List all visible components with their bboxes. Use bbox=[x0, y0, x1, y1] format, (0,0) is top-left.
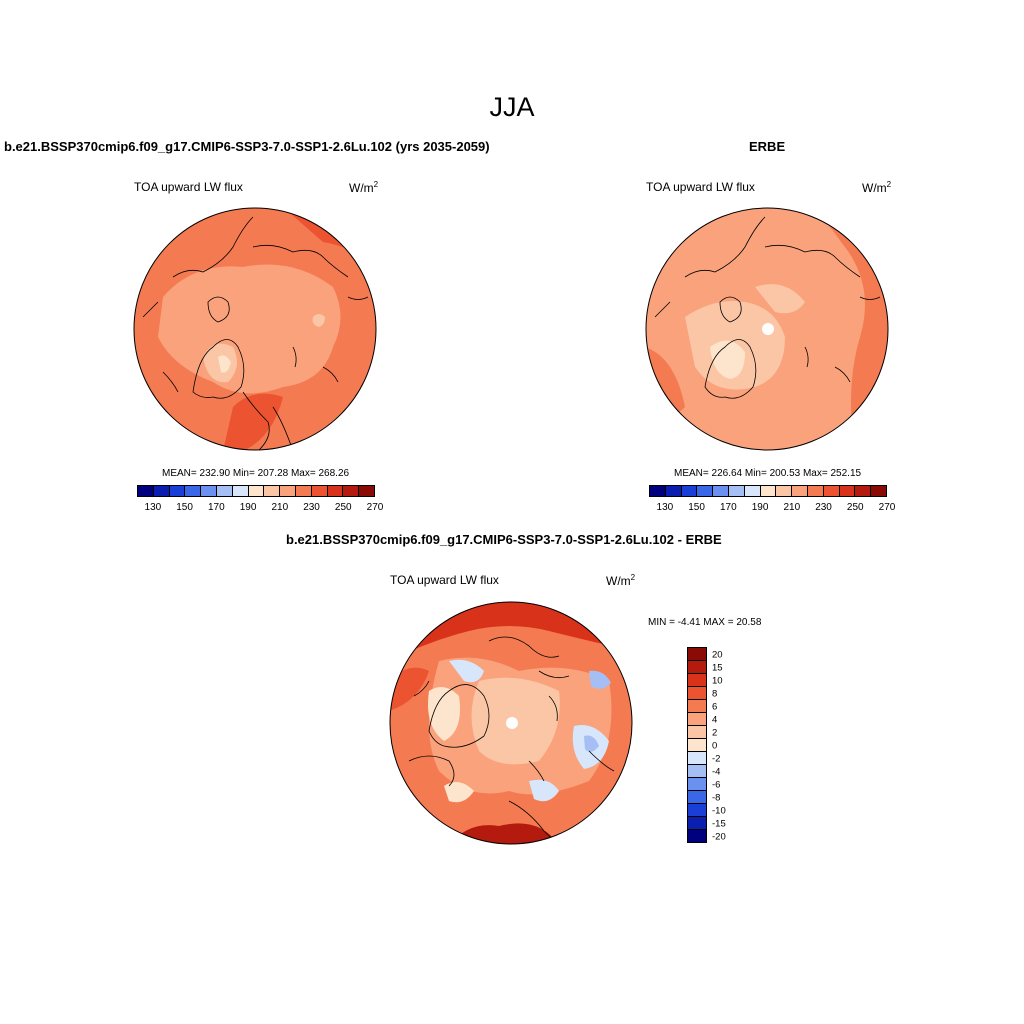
diff-polar-map bbox=[389, 601, 633, 845]
colorbar-swatch bbox=[688, 661, 706, 674]
colorbar-swatch bbox=[216, 486, 233, 496]
colorbar-swatch bbox=[697, 486, 714, 496]
obs-polar-map bbox=[645, 207, 889, 451]
colorbar-tick-label: 4 bbox=[712, 714, 718, 726]
colorbar-swatch bbox=[688, 739, 706, 752]
colorbar-tick-label: -15 bbox=[712, 818, 726, 830]
colorbar-swatch bbox=[650, 486, 666, 496]
obs-stats: MEAN= 226.64 Min= 200.53 Max= 252.15 bbox=[674, 468, 862, 479]
diff-colorbar bbox=[687, 647, 707, 843]
colorbar-tick-label: 130 bbox=[144, 502, 162, 513]
colorbar-tick-label: 210 bbox=[271, 502, 289, 513]
colorbar-swatch bbox=[688, 804, 706, 817]
colorbar-swatch bbox=[688, 674, 706, 687]
colorbar-tick-label: -2 bbox=[712, 753, 721, 765]
colorbar-swatch bbox=[688, 713, 706, 726]
colorbar-tick-label: 230 bbox=[815, 502, 832, 513]
colorbar-tick-label: 270 bbox=[878, 502, 896, 513]
colorbar-tick-label: 6 bbox=[712, 701, 718, 713]
colorbar-swatch bbox=[688, 700, 706, 713]
colorbar-swatch bbox=[681, 486, 698, 496]
colorbar-swatch bbox=[295, 486, 312, 496]
colorbar-tick-label: -8 bbox=[712, 792, 721, 804]
colorbar-tick-label: 10 bbox=[712, 675, 723, 687]
model-units-label: W/m2 bbox=[349, 180, 379, 195]
colorbar-tick-label: 20 bbox=[712, 649, 723, 661]
colorbar-swatch bbox=[201, 486, 217, 496]
colorbar-tick-label: -4 bbox=[712, 766, 721, 778]
colorbar-swatch bbox=[169, 486, 186, 496]
colorbar-swatch bbox=[665, 486, 682, 496]
colorbar-tick-label: 250 bbox=[334, 502, 352, 513]
colorbar-swatch bbox=[688, 791, 706, 804]
model-polar-map bbox=[133, 207, 377, 451]
colorbar-swatch bbox=[760, 486, 777, 496]
colorbar-swatch bbox=[232, 486, 249, 496]
colorbar-swatch bbox=[264, 486, 281, 496]
colorbar-swatch bbox=[688, 752, 706, 765]
diff-panel-title: b.e21.BSSP370cmip6.f09_g17.CMIP6-SSP3-7.… bbox=[286, 532, 722, 547]
colorbar-swatch bbox=[792, 486, 808, 496]
colorbar-swatch bbox=[744, 486, 761, 496]
colorbar-swatch bbox=[185, 486, 202, 496]
colorbar-tick-label: 130 bbox=[656, 502, 674, 513]
colorbar-tick-label: 0 bbox=[712, 740, 718, 752]
colorbar-tick-label: 150 bbox=[176, 502, 193, 513]
colorbar-tick-label: 170 bbox=[207, 502, 225, 513]
colorbar-swatch bbox=[713, 486, 729, 496]
colorbar-swatch bbox=[248, 486, 265, 496]
colorbar-swatch bbox=[688, 778, 706, 791]
model-variable-label: TOA upward LW flux bbox=[134, 180, 243, 194]
colorbar-swatch bbox=[839, 486, 856, 496]
colorbar-swatch bbox=[823, 486, 840, 496]
model-colorbar-labels: 130 150 170 190 210 230 250 270 bbox=[137, 502, 384, 514]
colorbar-tick-label: 250 bbox=[846, 502, 864, 513]
colorbar-swatch bbox=[855, 486, 872, 496]
colorbar-tick-label: 230 bbox=[303, 502, 320, 513]
colorbar-swatch bbox=[311, 486, 328, 496]
obs-colorbar-labels: 130 150 170 190 210 230 250 270 bbox=[649, 502, 896, 514]
colorbar-tick-label: -6 bbox=[712, 779, 721, 791]
colorbar-tick-label: 15 bbox=[712, 662, 723, 674]
model-panel-title: b.e21.BSSP370cmip6.f09_g17.CMIP6-SSP3-7.… bbox=[4, 139, 490, 154]
colorbar-tick-label: 190 bbox=[751, 502, 769, 513]
obs-variable-label: TOA upward LW flux bbox=[646, 180, 755, 194]
colorbar-tick-label: 150 bbox=[688, 502, 705, 513]
colorbar-swatch bbox=[807, 486, 824, 496]
colorbar-tick-label: 8 bbox=[712, 688, 718, 700]
obs-panel-title: ERBE bbox=[749, 139, 786, 154]
colorbar-tick-label: -10 bbox=[712, 805, 726, 817]
colorbar-swatch bbox=[871, 486, 886, 496]
colorbar-swatch bbox=[280, 486, 296, 496]
colorbar-swatch bbox=[343, 486, 360, 496]
colorbar-swatch bbox=[688, 765, 706, 778]
diff-variable-label: TOA upward LW flux bbox=[390, 573, 499, 587]
colorbar-swatch bbox=[138, 486, 154, 496]
colorbar-swatch bbox=[688, 648, 706, 661]
colorbar-swatch bbox=[728, 486, 745, 496]
diff-colorbar-labels: 20 15 10 8 6 4 2 0 -2 -4 -6 -8 -10 -15 -20 bbox=[712, 647, 752, 843]
colorbar-swatch bbox=[776, 486, 793, 496]
colorbar-tick-label: 210 bbox=[783, 502, 801, 513]
colorbar-tick-label: 170 bbox=[719, 502, 737, 513]
model-colorbar bbox=[137, 485, 375, 497]
colorbar-tick-label: 2 bbox=[712, 727, 718, 739]
colorbar-tick-label: 190 bbox=[239, 502, 257, 513]
diff-units-label: W/m2 bbox=[606, 573, 636, 588]
model-stats: MEAN= 232.90 Min= 207.28 Max= 268.26 bbox=[162, 468, 350, 479]
colorbar-swatch bbox=[688, 687, 706, 700]
diff-minmax: MIN = -4.41 MAX = 20.58 bbox=[648, 617, 762, 628]
colorbar-tick-label: -20 bbox=[712, 831, 726, 843]
colorbar-swatch bbox=[153, 486, 170, 496]
colorbar-swatch bbox=[688, 830, 706, 842]
colorbar-swatch bbox=[688, 817, 706, 830]
colorbar-swatch bbox=[688, 726, 706, 739]
obs-colorbar bbox=[649, 485, 887, 497]
colorbar-tick-label: 270 bbox=[366, 502, 384, 513]
obs-units-label: W/m2 bbox=[862, 180, 892, 195]
figure-title: JJA bbox=[489, 92, 535, 122]
colorbar-swatch bbox=[327, 486, 344, 496]
colorbar-swatch bbox=[359, 486, 374, 496]
